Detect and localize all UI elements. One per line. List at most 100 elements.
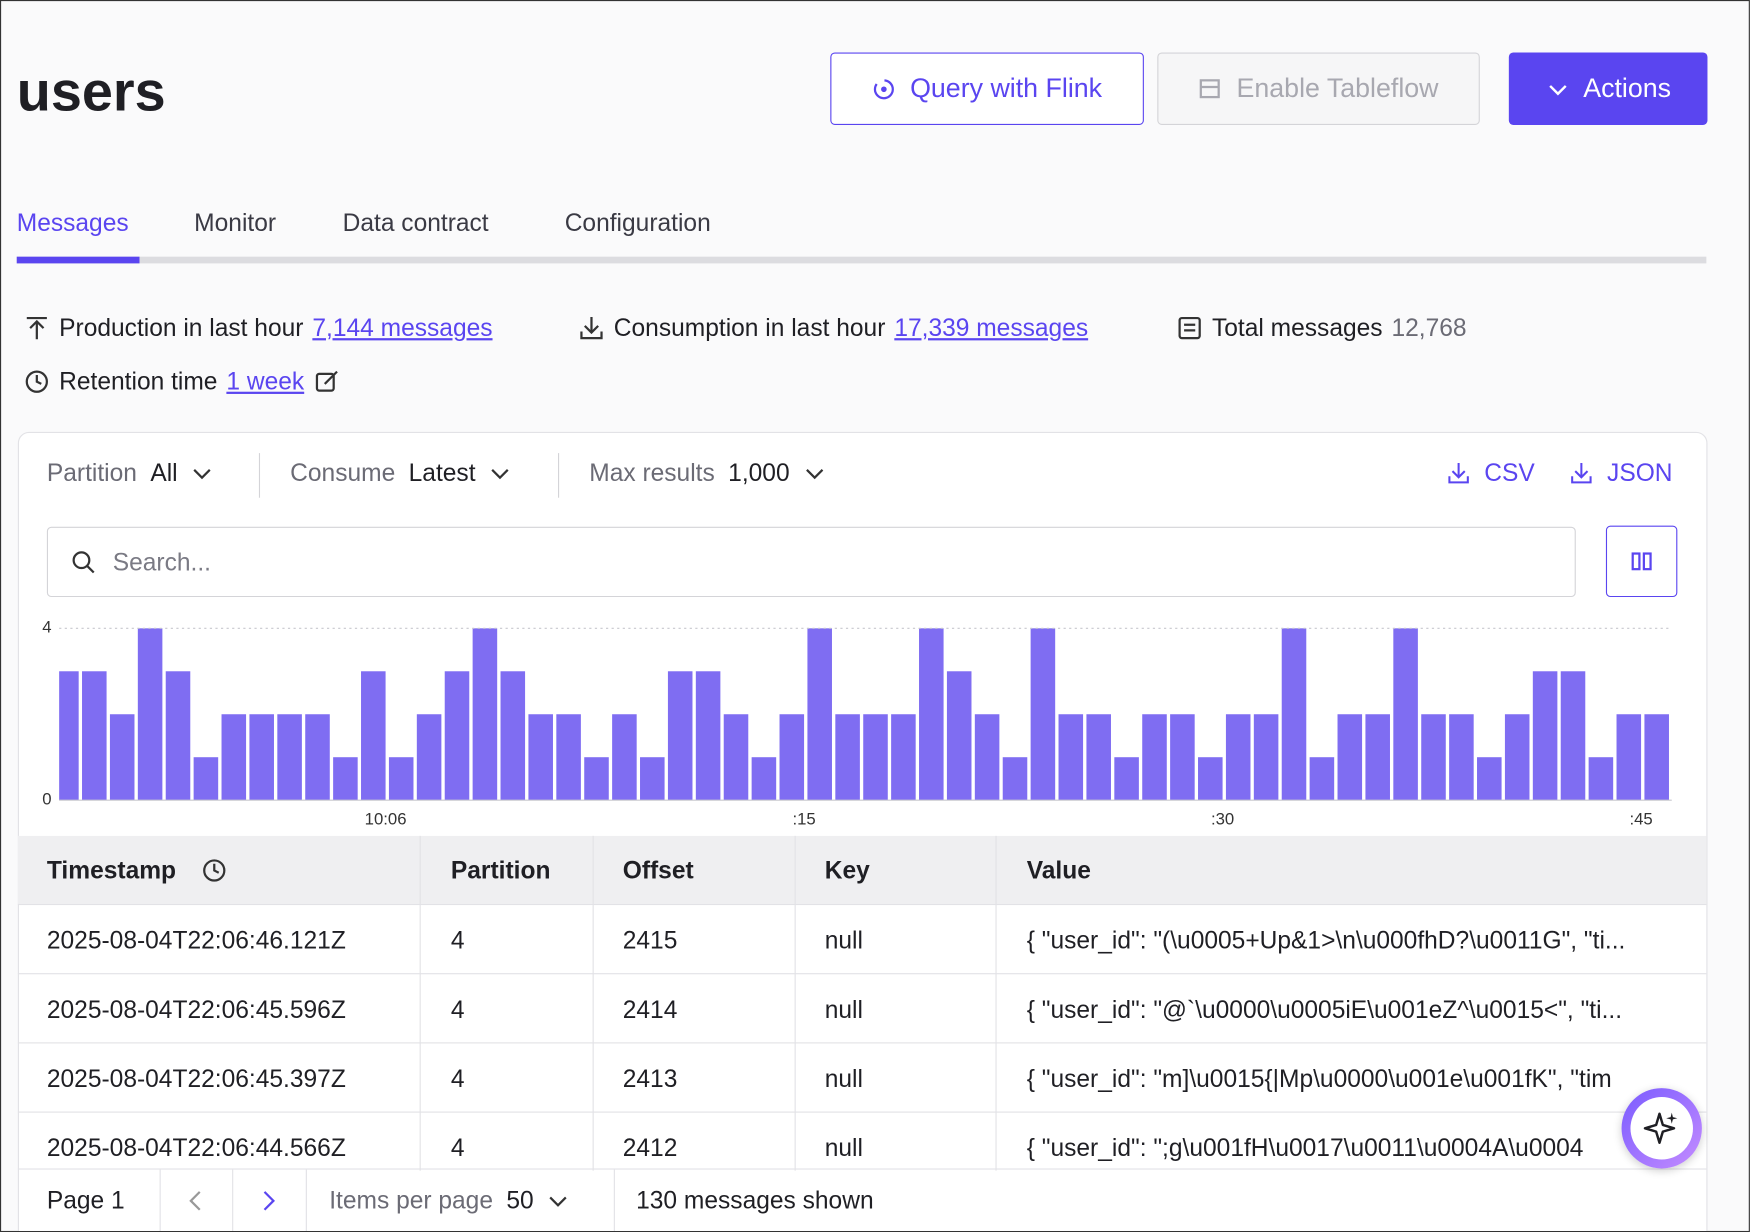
search-icon — [72, 550, 95, 573]
csv-download[interactable]: CSV — [1446, 458, 1535, 488]
bar — [1086, 714, 1111, 801]
edit-icon[interactable] — [313, 368, 340, 395]
columns-button[interactable] — [1605, 525, 1678, 598]
bar — [1225, 714, 1251, 801]
divider — [258, 453, 261, 498]
bar — [221, 714, 247, 801]
bar — [974, 714, 1000, 801]
bar — [891, 714, 916, 801]
bar — [472, 628, 498, 801]
bar — [1337, 714, 1363, 801]
max-results-filter[interactable]: Max results 1,000 — [589, 459, 825, 488]
table-cell: { "user_id": ";g\u001fH\u0017\u0011\u000… — [1026, 1133, 1584, 1162]
bar — [109, 714, 135, 801]
bar — [1058, 714, 1084, 801]
sparkle-icon — [1643, 1112, 1678, 1145]
bar — [835, 714, 860, 801]
clock-icon — [25, 370, 48, 393]
stat-link[interactable]: 17,339 messages — [894, 313, 1089, 342]
clock-icon[interactable] — [201, 857, 228, 884]
stat-link[interactable]: 7,144 messages — [312, 313, 493, 342]
stat-label: Retention time — [59, 367, 218, 396]
bar — [1309, 757, 1335, 801]
row-divider — [17, 903, 1707, 906]
consume-filter[interactable]: Consume Latest — [290, 459, 511, 488]
bar — [416, 714, 442, 801]
download-icon — [1571, 462, 1592, 484]
bar — [193, 757, 219, 801]
button-label: Query with Flink — [910, 73, 1103, 104]
filter-value: Latest — [408, 458, 476, 487]
tab[interactable]: Configuration — [564, 208, 711, 237]
tab[interactable]: Data contract — [342, 208, 489, 237]
partition-filter[interactable]: Partition All — [47, 459, 213, 488]
table-cell: { "user_id": "@`\u0000\u0005iE\u001eZ^\u… — [1026, 995, 1623, 1024]
search-placeholder: Search... — [112, 547, 211, 576]
bar-group — [59, 628, 1669, 801]
table-cell: 4 — [450, 926, 465, 955]
assistant-button[interactable] — [1621, 1088, 1702, 1169]
bar — [1142, 714, 1167, 801]
table-cell: { "user_id": "m]\u0015{|Mp\u0000\u001e\u… — [1026, 1064, 1612, 1093]
table-cell: 2025-08-04T22:06:44.566Z — [46, 1133, 346, 1162]
histogram: 0 4 10:06:15:30:45 — [42, 618, 1672, 829]
tab-rail — [16, 256, 1707, 264]
download-label: JSON — [1607, 458, 1673, 487]
stat-link[interactable]: 1 week — [226, 367, 305, 396]
bar — [361, 671, 386, 801]
table-icon — [1199, 78, 1220, 98]
bar — [1644, 714, 1669, 801]
bar — [1477, 757, 1502, 801]
json-download[interactable]: JSON — [1569, 458, 1673, 488]
bar — [1365, 714, 1390, 801]
bar — [1253, 714, 1279, 801]
tableflow-button[interactable]: Enable Tableflow — [1157, 52, 1480, 125]
column-header: Offset — [622, 855, 694, 884]
bar — [1030, 628, 1056, 801]
query-button[interactable]: Query with Flink — [830, 52, 1144, 125]
filter-label: Max results — [589, 458, 715, 487]
chevron-icon — [193, 469, 211, 480]
stat-label: Total messages — [1211, 313, 1383, 342]
x-tick-label: :15 — [792, 810, 815, 829]
bar — [751, 757, 777, 801]
messages-card — [17, 431, 1708, 1231]
tab[interactable]: Monitor — [194, 208, 277, 237]
tab[interactable]: Messages — [16, 208, 129, 237]
filter-value: 1,000 — [728, 458, 790, 487]
bar — [556, 714, 581, 801]
column-header: Key — [824, 855, 870, 884]
table-cell: null — [824, 995, 863, 1024]
table-cell: 2025-08-04T22:06:45.397Z — [46, 1064, 346, 1093]
assistant-inner — [1630, 1097, 1693, 1160]
page-title: users — [16, 60, 166, 123]
actions-button[interactable]: Actions — [1508, 52, 1708, 125]
messages-table: Timestamp Partition Offset Key Value 2025-08-… — [17, 835, 1707, 1171]
table-cell: 2415 — [622, 926, 678, 955]
bar — [640, 757, 665, 801]
bar — [388, 757, 414, 801]
search-box[interactable]: Search... — [46, 526, 1576, 598]
x-tick-label: :45 — [1629, 810, 1652, 829]
bar — [305, 714, 330, 801]
row-divider — [17, 1042, 1707, 1044]
x-tick-label: 10:06 — [365, 810, 407, 829]
bar — [584, 757, 609, 801]
next-page[interactable] — [257, 1187, 282, 1214]
bar — [863, 714, 888, 801]
x-tick-label: :30 — [1211, 810, 1234, 829]
stat-label: Consumption in last hour — [613, 313, 886, 342]
bar — [1114, 757, 1139, 801]
bar — [500, 671, 526, 801]
messages-shown: 130 messages shown — [636, 1186, 874, 1215]
bar — [249, 714, 274, 801]
table-cell: null — [824, 926, 863, 955]
prev-page[interactable] — [184, 1187, 209, 1214]
bar — [919, 628, 944, 801]
table-cell: 2025-08-04T22:06:45.596Z — [46, 995, 346, 1024]
download-label: CSV — [1484, 458, 1535, 487]
filter-label: Partition — [46, 458, 137, 487]
items-per-page[interactable]: Items per page 50 — [329, 1186, 569, 1215]
stat-production: Production in last hour 7,144 messages — [23, 313, 493, 343]
